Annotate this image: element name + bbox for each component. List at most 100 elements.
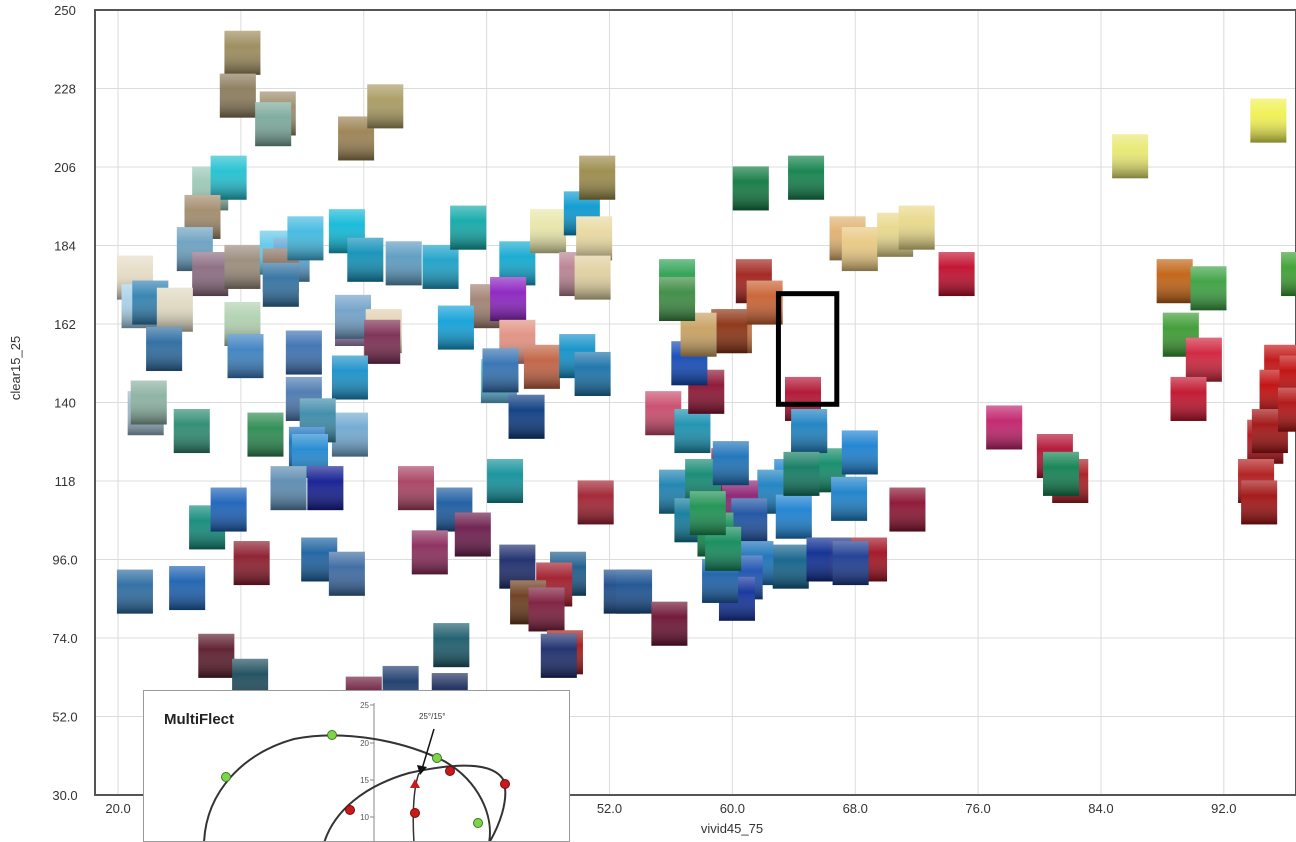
- data-point: [210, 487, 247, 532]
- data-point: [1278, 387, 1296, 432]
- inset-green-marker: [473, 818, 483, 828]
- inset-annotation: 25°/15°: [419, 712, 445, 721]
- data-point: [285, 330, 322, 375]
- data-point: [841, 430, 878, 475]
- data-point: [411, 530, 448, 575]
- data-point: [689, 491, 726, 536]
- data-point: [732, 166, 769, 211]
- data-point: [146, 326, 183, 371]
- y-axis-label: clear15_25: [8, 336, 23, 400]
- data-point: [169, 566, 206, 611]
- y-tick-label: 96.0: [52, 553, 77, 568]
- data-point: [1043, 451, 1080, 496]
- data-point: [331, 355, 368, 400]
- inset-green-marker: [221, 772, 231, 782]
- data-point: [331, 412, 368, 457]
- data-point: [1170, 376, 1207, 421]
- data-point: [788, 155, 825, 200]
- data-point: [791, 409, 828, 454]
- inset-curve-inner: [323, 764, 507, 841]
- x-tick-label: 76.0: [965, 801, 990, 816]
- data-point: [227, 334, 264, 379]
- y-tick-label: 118: [55, 474, 76, 489]
- inset-green-marker: [327, 730, 337, 740]
- data-point: [576, 216, 613, 261]
- y-axis-ticks: 30.0 52.0 74.0 96.0 118 140 162 184 206 228 250: [52, 3, 77, 803]
- data-point: [986, 405, 1023, 450]
- data-point: [219, 73, 256, 118]
- data-point: [772, 544, 809, 589]
- data-point: [1156, 259, 1193, 304]
- inset-title: MultiFlect: [164, 711, 234, 728]
- plot-frame: [94, 9, 1296, 796]
- multiflect-inset: MultiFlect 25 20 15 10 25°/15°: [143, 690, 570, 842]
- data-point: [156, 287, 193, 332]
- data-point: [577, 480, 614, 525]
- data-point: [1250, 98, 1287, 143]
- inset-red-marker: [410, 808, 420, 818]
- data-point: [783, 451, 820, 496]
- data-point: [530, 209, 567, 254]
- data-point: [367, 84, 404, 129]
- inset-tick-label: 15: [360, 776, 369, 785]
- data-point: [487, 459, 524, 503]
- data-point: [574, 351, 611, 396]
- data-point: [198, 633, 235, 678]
- data-point: [450, 205, 487, 250]
- data-point: [1241, 480, 1278, 525]
- inset-tick-label: 25: [360, 701, 369, 710]
- y-tick-label: 74.0: [52, 631, 77, 646]
- data-point: [173, 409, 210, 454]
- data-point: [224, 30, 261, 75]
- inset-tick-label: 20: [360, 739, 369, 748]
- inset-y-ticks: 25 20 15 10: [360, 701, 374, 822]
- data-point: [841, 227, 878, 272]
- data-point: [130, 380, 167, 425]
- y-tick-label: 184: [54, 239, 76, 254]
- data-point: [616, 569, 653, 614]
- data-point: [1112, 134, 1149, 179]
- data-point: [523, 344, 560, 389]
- y-tick-label: 228: [54, 82, 76, 97]
- data-point: [262, 262, 299, 307]
- inset-arrowhead: [417, 765, 427, 775]
- data-point: [307, 466, 344, 511]
- data-point: [775, 494, 812, 539]
- y-tick-label: 30.0: [52, 788, 77, 803]
- data-point: [482, 348, 519, 393]
- data-point: [674, 409, 711, 454]
- data-point: [385, 241, 422, 286]
- x-tick-label: 60.0: [720, 801, 745, 816]
- x-tick-label: 84.0: [1088, 801, 1113, 816]
- data-point: [233, 541, 270, 586]
- x-tick-label: 92.0: [1211, 801, 1236, 816]
- data-point: [889, 487, 926, 532]
- data-point: [832, 541, 869, 586]
- data-point: [437, 305, 474, 350]
- y-tick-label: 162: [54, 317, 76, 332]
- inset-diagram: 25 20 15 10 25°/15°: [203, 701, 510, 841]
- data-point: [831, 476, 868, 521]
- x-tick-label: 52.0: [597, 801, 622, 816]
- inset-curve-small: [412, 772, 420, 841]
- data-point: [711, 309, 748, 354]
- data-point: [490, 277, 527, 322]
- data-point: [422, 244, 459, 289]
- data-point: [397, 466, 434, 511]
- data-point: [938, 252, 975, 297]
- data-point: [540, 633, 577, 678]
- data-point: [328, 551, 365, 596]
- data-point: [364, 319, 401, 364]
- data-point: [688, 369, 725, 414]
- data-point: [192, 252, 229, 297]
- data-point: [454, 512, 491, 557]
- data-point: [1281, 252, 1296, 297]
- y-tick-label: 52.0: [52, 710, 77, 725]
- data-point: [1190, 266, 1227, 311]
- data-point: [574, 255, 611, 300]
- inset-green-marker: [432, 753, 442, 763]
- data-point: [270, 466, 307, 511]
- data-point: [731, 498, 768, 543]
- data-point: [255, 102, 292, 147]
